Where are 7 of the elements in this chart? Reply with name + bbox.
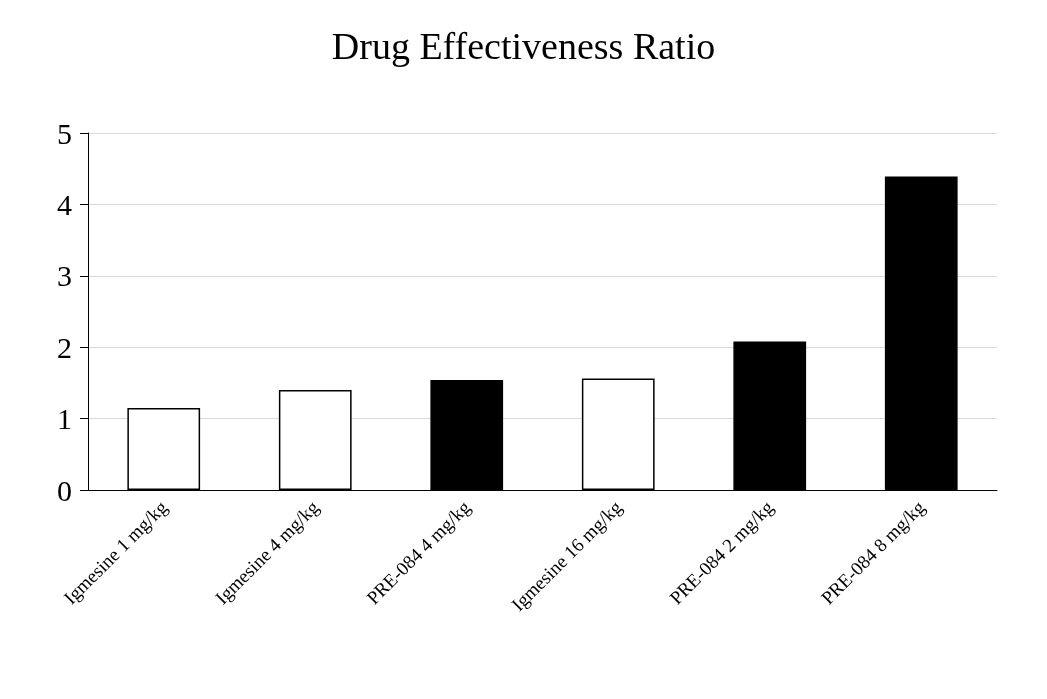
y-tick-label: 2 <box>57 330 72 364</box>
y-tick-label: 0 <box>57 473 72 507</box>
y-tick-label: 5 <box>57 116 72 150</box>
y-tick-label: 1 <box>57 402 72 436</box>
chart-title: Drug Effectiveness Ratio <box>331 25 716 67</box>
y-tick-label: 4 <box>57 187 72 221</box>
y-tick-label: 3 <box>57 259 72 293</box>
